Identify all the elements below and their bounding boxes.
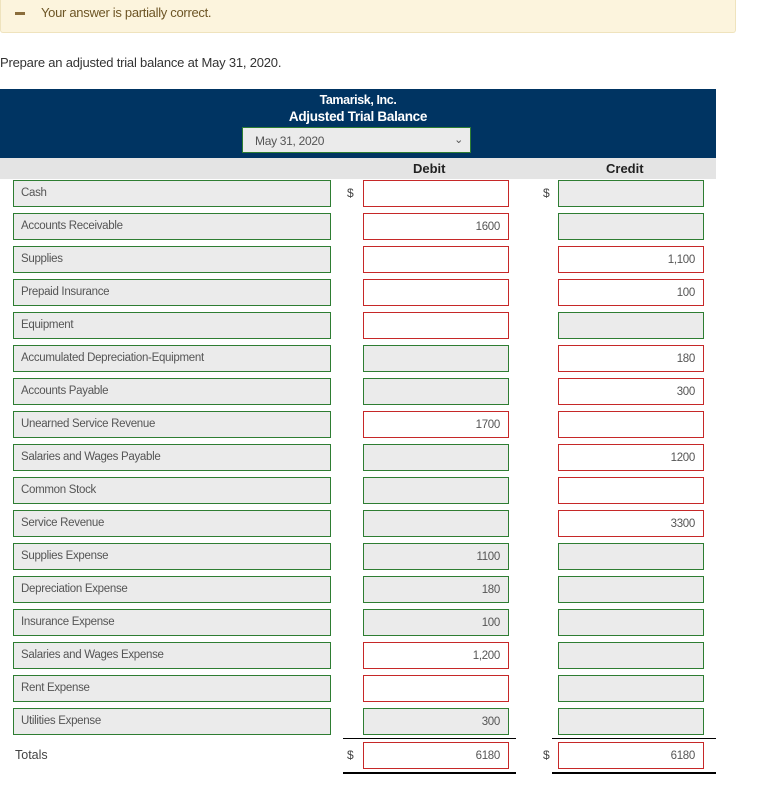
- account-select[interactable]: Service Revenue: [13, 510, 331, 537]
- credit-input[interactable]: 300: [558, 378, 704, 405]
- debit-input[interactable]: 300: [363, 708, 509, 735]
- question-prompt: Prepare an adjusted trial balance at May…: [0, 55, 282, 70]
- credit-input[interactable]: 1,100: [558, 246, 704, 273]
- debit-input[interactable]: [363, 312, 509, 339]
- debit-header: Debit: [413, 161, 446, 176]
- debit-currency: $: [347, 748, 354, 762]
- credit-currency: $: [543, 186, 550, 200]
- credit-input[interactable]: [558, 609, 704, 636]
- account-select[interactable]: Common Stock: [13, 477, 331, 504]
- debit-input[interactable]: [363, 246, 509, 273]
- table-row: Insurance Expense 100: [0, 609, 716, 636]
- table-row: Accounts Receivable 1600: [0, 213, 716, 240]
- credit-input[interactable]: [558, 708, 704, 735]
- debit-input[interactable]: 1100: [363, 543, 509, 570]
- debit-input[interactable]: [363, 378, 509, 405]
- column-headers: Debit Credit: [0, 158, 716, 179]
- total-debit-input[interactable]: 6180: [363, 742, 509, 769]
- debit-input[interactable]: 100: [363, 609, 509, 636]
- debit-input[interactable]: 1700: [363, 411, 509, 438]
- credit-input[interactable]: [558, 180, 704, 207]
- table-row: Depreciation Expense 180: [0, 576, 716, 603]
- table-row: Common Stock: [0, 477, 716, 504]
- table-row: Unearned Service Revenue 1700: [0, 411, 716, 438]
- total-double-rule-credit: [552, 772, 716, 774]
- feedback-message: Your answer is partially correct.: [41, 5, 212, 20]
- totals-row: Totals $ 6180 $ 6180: [0, 742, 716, 769]
- debit-input[interactable]: 180: [363, 576, 509, 603]
- table-row: Prepaid Insurance 100: [0, 279, 716, 306]
- credit-input[interactable]: 1200: [558, 444, 704, 471]
- credit-input[interactable]: [558, 411, 704, 438]
- debit-input[interactable]: [363, 444, 509, 471]
- debit-input[interactable]: 1,200: [363, 642, 509, 669]
- debit-input[interactable]: 1600: [363, 213, 509, 240]
- account-select[interactable]: Salaries and Wages Payable: [13, 444, 331, 471]
- table-row: Utilities Expense 300: [0, 708, 716, 735]
- account-select[interactable]: Salaries and Wages Expense: [13, 642, 331, 669]
- date-select[interactable]: May 31, 2020 ⌄: [242, 127, 471, 153]
- account-select[interactable]: Supplies Expense: [13, 543, 331, 570]
- debit-input[interactable]: [363, 477, 509, 504]
- credit-input[interactable]: [558, 213, 704, 240]
- debit-input[interactable]: [363, 345, 509, 372]
- credit-input[interactable]: [558, 642, 704, 669]
- statement-title: Adjusted Trial Balance: [288, 109, 428, 124]
- debit-input[interactable]: [363, 675, 509, 702]
- credit-input[interactable]: [558, 312, 704, 339]
- credit-header: Credit: [606, 161, 644, 176]
- table-row: Salaries and Wages Expense 1,200: [0, 642, 716, 669]
- total-double-rule-debit: [343, 772, 516, 774]
- credit-input[interactable]: [558, 543, 704, 570]
- total-credit-input[interactable]: 6180: [558, 742, 704, 769]
- account-select[interactable]: Accounts Receivable: [13, 213, 331, 240]
- table-row: Salaries and Wages Payable 1200: [0, 444, 716, 471]
- credit-input[interactable]: [558, 576, 704, 603]
- company-name: Tamarisk, Inc.: [319, 93, 397, 107]
- table-row: Supplies 1,100: [0, 246, 716, 273]
- debit-input[interactable]: [363, 510, 509, 537]
- account-select[interactable]: Prepaid Insurance: [13, 279, 331, 306]
- table-row: Supplies Expense 1100: [0, 543, 716, 570]
- table-row: Accumulated Depreciation-Equipment 180: [0, 345, 716, 372]
- account-select[interactable]: Cash: [13, 180, 331, 207]
- credit-currency: $: [543, 748, 550, 762]
- credit-input[interactable]: 180: [558, 345, 704, 372]
- date-select-value: May 31, 2020: [255, 134, 325, 148]
- chevron-down-icon: ⌄: [454, 134, 463, 146]
- credit-input[interactable]: 3300: [558, 510, 704, 537]
- totals-label: Totals: [15, 748, 48, 762]
- table-row: Equipment: [0, 312, 716, 339]
- account-select[interactable]: Unearned Service Revenue: [13, 411, 331, 438]
- account-select[interactable]: Utilities Expense: [13, 708, 331, 735]
- debit-input[interactable]: [363, 180, 509, 207]
- account-select[interactable]: Depreciation Expense: [13, 576, 331, 603]
- account-select[interactable]: Accounts Payable: [13, 378, 331, 405]
- credit-input[interactable]: [558, 675, 704, 702]
- credit-input[interactable]: 100: [558, 279, 704, 306]
- account-select[interactable]: Insurance Expense: [13, 609, 331, 636]
- subtotal-rule-credit: [552, 738, 716, 739]
- minus-icon: [15, 12, 25, 15]
- account-select[interactable]: Equipment: [13, 312, 331, 339]
- table-row: Cash $ $: [0, 180, 716, 207]
- table-row: Accounts Payable 300: [0, 378, 716, 405]
- account-select[interactable]: Supplies: [13, 246, 331, 273]
- subtotal-rule-debit: [343, 738, 516, 739]
- debit-input[interactable]: [363, 279, 509, 306]
- table-row: Service Revenue 3300: [0, 510, 716, 537]
- table-row: Rent Expense: [0, 675, 716, 702]
- feedback-banner: Your answer is partially correct.: [0, 0, 736, 33]
- account-select[interactable]: Rent Expense: [13, 675, 331, 702]
- account-select[interactable]: Accumulated Depreciation-Equipment: [13, 345, 331, 372]
- credit-input[interactable]: [558, 477, 704, 504]
- debit-currency: $: [347, 186, 354, 200]
